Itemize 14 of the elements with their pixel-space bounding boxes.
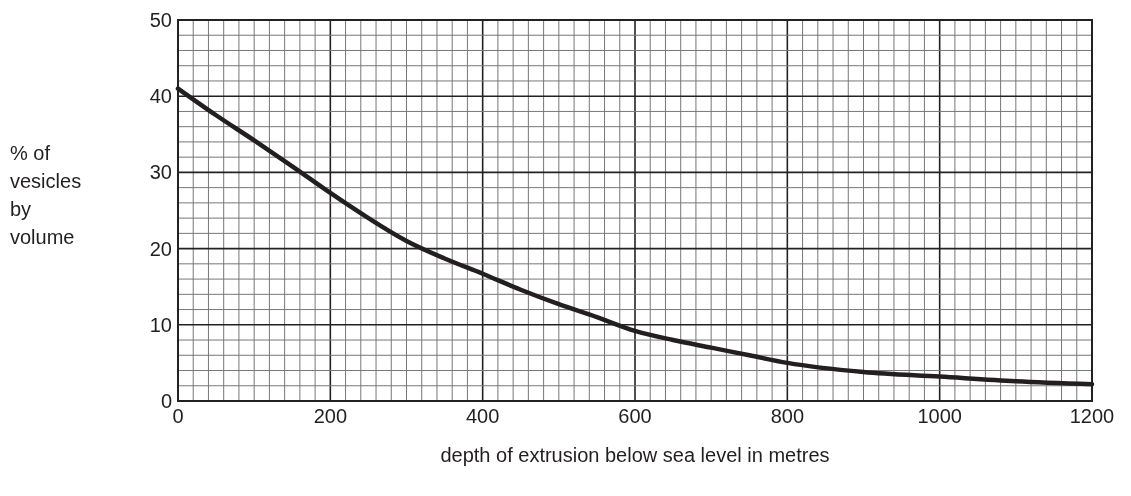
y-axis-title: % of vesicles by volume — [10, 142, 82, 248]
x-tick-label: 800 — [770, 405, 805, 427]
y-tick-label: 40 — [149, 85, 172, 108]
x-tick-label: 600 — [618, 405, 652, 427]
y-tick-label: 20 — [149, 237, 172, 260]
y-tick-label: 10 — [149, 313, 172, 336]
x-tick-label: 200 — [313, 405, 348, 427]
x-tick-label: 1000 — [917, 405, 962, 427]
x-tick-label: 400 — [465, 405, 500, 427]
y-tick-label: 30 — [149, 161, 172, 184]
y-tick-label: 50 — [149, 9, 172, 31]
x-tick-label: 1200 — [1069, 405, 1115, 427]
x-axis-title: depth of extrusion below sea level in metres — [440, 444, 830, 466]
y-tick-label: 0 — [160, 390, 172, 412]
